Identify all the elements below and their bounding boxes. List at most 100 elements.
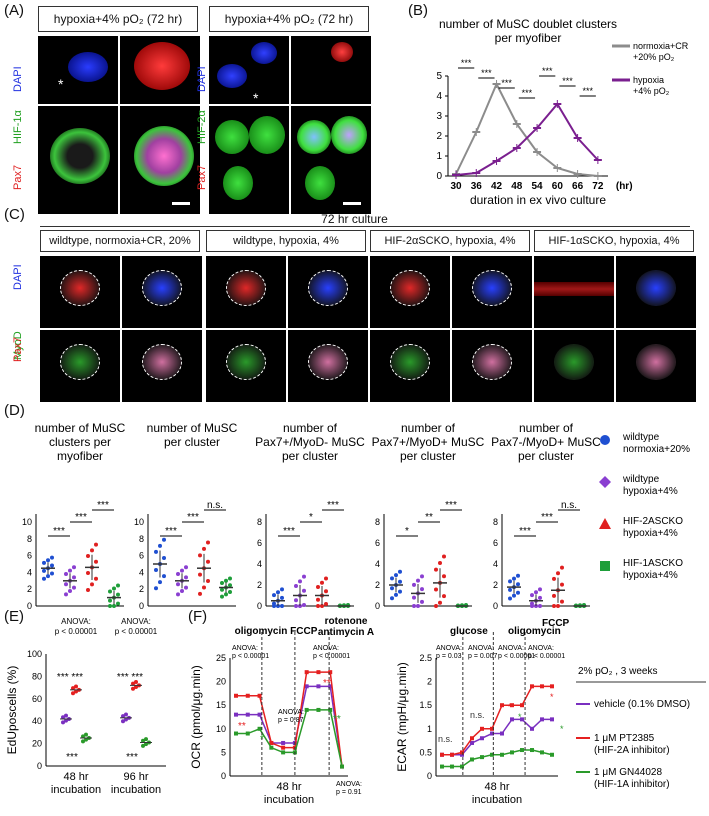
chart-f2-point bbox=[470, 757, 474, 762]
chart-d-ytick: 4 bbox=[139, 567, 144, 577]
chart-f1-anova: ANOVA: bbox=[278, 709, 304, 716]
chart-d-ytick: 8 bbox=[27, 534, 32, 544]
chart-e-ytick: 20 bbox=[32, 739, 42, 749]
chart-f1-ytick: 10 bbox=[216, 724, 226, 734]
chart-b-xtick: 30 bbox=[450, 181, 462, 192]
chart-f2-anova: ANOVA: bbox=[468, 645, 494, 652]
chart-b-title-line1: number of MuSC doublet clusters bbox=[439, 17, 617, 31]
chart-f1-point bbox=[257, 693, 262, 698]
chart-b-series-line bbox=[455, 102, 599, 176]
chart-d-point bbox=[68, 589, 72, 594]
panel-label-b: (B) bbox=[408, 2, 428, 19]
chart-f1-sig: ** bbox=[238, 721, 246, 732]
chart-f1-point bbox=[328, 670, 333, 675]
chart-d-point bbox=[202, 546, 206, 551]
chart-e-point bbox=[134, 685, 138, 690]
chart-f2-ytick: 1 bbox=[427, 724, 432, 734]
panel-a2-hif2-label: HIF-2α bbox=[196, 110, 208, 144]
chart-d-point bbox=[50, 571, 54, 576]
chart-f2-point bbox=[460, 764, 464, 769]
chart-e-point bbox=[64, 713, 68, 718]
chart-f2-series-line bbox=[442, 685, 552, 756]
chart-f2-annot3: FCCP bbox=[542, 618, 570, 629]
chart-d-legend-line1: wildtype bbox=[622, 432, 660, 443]
chart-d-point bbox=[184, 585, 188, 590]
micrograph-c bbox=[616, 330, 696, 402]
chart-f2-xlabel1: 48 hr bbox=[484, 781, 509, 793]
chart-d-ytick: 0 bbox=[257, 601, 262, 611]
chart-d-point bbox=[434, 567, 438, 572]
chart-d-title-line: Pax7-/MyoD+ MuSC bbox=[491, 435, 601, 449]
chart-e-point bbox=[124, 712, 128, 717]
chart-f1-point bbox=[245, 712, 250, 717]
chart-d-title-line: number of MuSC bbox=[147, 421, 238, 435]
chart-d-point bbox=[158, 543, 162, 548]
chart-d-point bbox=[420, 599, 424, 604]
chart-d-point bbox=[228, 576, 232, 581]
chart-d-point bbox=[198, 591, 202, 596]
chart-d-point bbox=[220, 594, 224, 599]
chart-f1-point bbox=[281, 750, 286, 755]
chart-f1-xlabel1: 48 hr bbox=[276, 781, 301, 793]
chart-d-point bbox=[112, 586, 116, 591]
chart-d-point bbox=[534, 590, 538, 595]
chart-d-ytick: 0 bbox=[493, 601, 498, 611]
chart-f2-ylabel: ECAR (mpH/μg.min) bbox=[395, 662, 409, 772]
chart-d-point bbox=[390, 596, 394, 601]
chart-f1-point bbox=[245, 693, 250, 698]
chart-f2-ytick: 0.5 bbox=[419, 747, 432, 757]
micrograph-c bbox=[452, 330, 532, 402]
chart-f2-point bbox=[490, 731, 494, 736]
chart-d-point bbox=[294, 604, 298, 608]
chart-b-sig-label: *** bbox=[461, 58, 472, 68]
chart-f2-sig: * bbox=[550, 692, 554, 702]
chart-d-ytick: 6 bbox=[257, 538, 262, 548]
micrograph-c bbox=[122, 330, 202, 402]
chart-d-point bbox=[538, 595, 542, 600]
chart-b-legend-label: normoxia+CR bbox=[633, 41, 689, 51]
chart-d-title-line: clusters per bbox=[49, 435, 111, 449]
chart-d-legend-line1: HIF-2ASCKO bbox=[623, 516, 683, 527]
chart-d-point bbox=[206, 559, 210, 564]
chart-f2-point bbox=[490, 726, 494, 731]
chart-d-point bbox=[442, 554, 446, 559]
micrograph-c bbox=[288, 330, 368, 402]
chart-e-anova2: p < 0.00001 bbox=[115, 627, 158, 636]
micrograph-a2-pax7 bbox=[209, 106, 289, 214]
chart-f2-point bbox=[530, 726, 534, 731]
chart-b-ytick: 3 bbox=[436, 111, 442, 122]
chart-d-point bbox=[324, 589, 328, 594]
micrograph-c bbox=[206, 330, 286, 402]
chart-f2-ytick: 2.5 bbox=[419, 653, 432, 663]
chart-d-sig-label: * bbox=[309, 512, 313, 523]
chart-d-point bbox=[228, 590, 232, 595]
chart-e-point bbox=[71, 691, 75, 696]
chart-d-point bbox=[224, 592, 228, 597]
chart-f1-point bbox=[304, 670, 309, 675]
chart-d-point bbox=[516, 582, 520, 587]
chart-d-point bbox=[202, 585, 206, 590]
chart-f2-point bbox=[510, 717, 514, 722]
panel-c-divider bbox=[40, 226, 690, 227]
micrograph-a2-merge bbox=[291, 106, 371, 214]
chart-f2-xlabel2: incubation bbox=[472, 794, 522, 806]
chart-f1-point bbox=[328, 707, 333, 712]
chart-d-ytick: 8 bbox=[493, 517, 498, 527]
chart-d-sig-label: *** bbox=[97, 500, 109, 511]
chart-d-point bbox=[538, 587, 542, 592]
chart-d-point bbox=[508, 587, 512, 592]
micrograph-c bbox=[40, 330, 120, 402]
chart-f2-annot1: glucose bbox=[450, 626, 488, 637]
chart-f-legend-line2: (HIF-1A inhibitor) bbox=[594, 779, 670, 790]
chart-d-point bbox=[68, 568, 72, 573]
chart-f2-sig: * bbox=[560, 724, 564, 734]
micrograph-c bbox=[40, 256, 120, 328]
chart-d-point bbox=[324, 602, 328, 607]
chart-d-point bbox=[398, 569, 402, 574]
chart-f1-xlabel2: incubation bbox=[264, 794, 314, 806]
chart-d-title-line: per cluster bbox=[164, 435, 220, 449]
chart-e-point bbox=[141, 738, 145, 743]
chart-d-point bbox=[420, 574, 424, 579]
micrograph-c bbox=[452, 256, 532, 328]
